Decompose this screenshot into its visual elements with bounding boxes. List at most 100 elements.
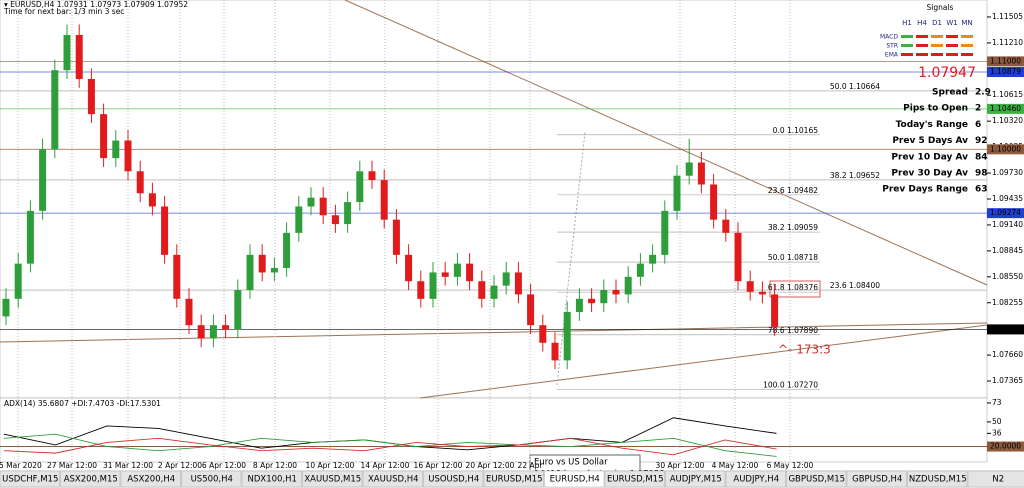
tab-label[interactable]: NDX100,H1 [248, 475, 297, 485]
signals-title: Signals [927, 3, 954, 12]
tab-label[interactable]: EURUSD,M15 [486, 475, 543, 485]
price-box-label: 1.11000 [990, 56, 1021, 65]
candle-body [697, 162, 705, 185]
price-tick-label: 1.09140 [992, 220, 1023, 229]
signal-cell [946, 44, 958, 47]
tab[interactable] [967, 470, 1024, 488]
candle-body [331, 215, 339, 225]
tab-label[interactable]: N2 [992, 475, 1004, 485]
candle-body [588, 298, 596, 304]
candle-body [600, 290, 608, 304]
adx-tick-label: 50 [992, 417, 1002, 426]
tab[interactable] [0, 470, 60, 488]
candle-body [148, 193, 156, 207]
tab-label[interactable]: NZDUSD,M15 [909, 475, 967, 485]
candle-body [100, 114, 108, 159]
candle-body [185, 298, 193, 326]
stat-value: 2 [975, 104, 981, 114]
signal-cell [946, 53, 958, 56]
tab-label[interactable]: AUDJPY,H4 [733, 475, 779, 485]
tab[interactable] [120, 470, 181, 488]
stat-value: 2.9 [975, 88, 991, 98]
tab[interactable] [423, 470, 484, 488]
last-price: 1.07947 [918, 65, 976, 81]
annotation: ^- 173:3 [778, 343, 831, 357]
tab-label[interactable]: GBPUSD,M15 [788, 475, 845, 485]
tab[interactable] [181, 470, 242, 488]
tab[interactable] [907, 470, 968, 488]
tab[interactable] [786, 470, 847, 488]
time-label: 6 May 12:00 [767, 461, 814, 470]
trend-line [419, 324, 988, 399]
tab[interactable] [604, 470, 665, 488]
stat-value: 63 [975, 185, 988, 195]
adx-line [3, 433, 777, 457]
tab-label[interactable]: USOUSD,H4 [428, 475, 479, 485]
candle-body [283, 232, 291, 269]
candle-body [734, 232, 742, 282]
fib-highlight [769, 280, 821, 298]
tab-label[interactable]: EURUSD,M15 [607, 475, 664, 485]
tab[interactable] [665, 470, 726, 488]
candle-body [258, 254, 266, 273]
tab-label[interactable]: ASX200,M15 [64, 475, 118, 485]
candle-body [173, 254, 181, 299]
fib-label: 61.8 1.08376 [768, 283, 818, 292]
tab[interactable] [725, 470, 786, 488]
tab[interactable] [483, 470, 544, 488]
price-tick-label: 1.09435 [992, 194, 1023, 203]
candle-body [758, 291, 766, 295]
fib-label: 78.6 1.07890 [768, 326, 818, 335]
signal-cell [961, 35, 973, 38]
candle-body [429, 272, 437, 299]
candle-body [563, 311, 571, 361]
signal-cell [946, 35, 958, 38]
candle-body [136, 171, 144, 194]
candle-body [344, 202, 352, 225]
fib-label: 50.0 1.10664 [830, 82, 880, 91]
tab-label[interactable]: XAUUSD,M15 [304, 475, 361, 485]
candle-body [539, 325, 547, 343]
signal-column: H1 [902, 19, 912, 27]
fib-label: 0.0 1.10165 [773, 126, 819, 135]
tab[interactable] [362, 470, 423, 488]
stat-value: 6 [975, 120, 981, 130]
candle-body [51, 70, 59, 150]
tab-label[interactable]: EURUSD,H4 [550, 475, 600, 485]
fib-label: 23.6 1.08400 [830, 281, 880, 290]
time-label: 16 Apr 12:00 [414, 461, 463, 470]
price-box [987, 103, 1024, 114]
tab-label[interactable]: US500,H4 [191, 475, 233, 485]
candle-body [673, 175, 681, 211]
fib-label: 50.0 1.08718 [768, 253, 818, 262]
tab-label[interactable]: GBPUSD,H4 [852, 475, 902, 485]
tab[interactable] [846, 470, 907, 488]
price-box-label: 1.07952 [990, 324, 1021, 333]
signal-column: MN [961, 19, 972, 27]
candle-body [722, 219, 730, 233]
tab[interactable] [544, 470, 605, 488]
tab-label[interactable]: USDCHF,M15 [2, 475, 58, 485]
tab[interactable] [241, 470, 302, 488]
price-box [987, 144, 1024, 155]
stat-label: Today's Range [896, 120, 968, 130]
time-label: 25 Mar 2020 [0, 461, 42, 470]
fib-diagonal [556, 131, 586, 386]
candle-body [771, 294, 779, 327]
time-label: 30 Apr 12:00 [656, 461, 705, 470]
tooltip-title: Euro vs US Dollar [534, 458, 608, 468]
candle-body [453, 263, 461, 277]
tab[interactable] [60, 470, 121, 488]
tab[interactable] [302, 470, 363, 488]
time-label: 2 Apr 12:00 [158, 461, 202, 470]
signal-row: EMA [885, 52, 899, 59]
price-tick-label: 1.07660 [992, 350, 1023, 359]
candle-body [234, 290, 242, 330]
tab-label[interactable]: XAUUSD,H4 [368, 475, 419, 485]
tab-label[interactable]: ASX200,H4 [127, 475, 175, 485]
candle-body [685, 162, 693, 176]
price-tick-label: 1.10320 [992, 116, 1023, 125]
tab-label[interactable]: AUDJPY,M15 [670, 475, 722, 485]
